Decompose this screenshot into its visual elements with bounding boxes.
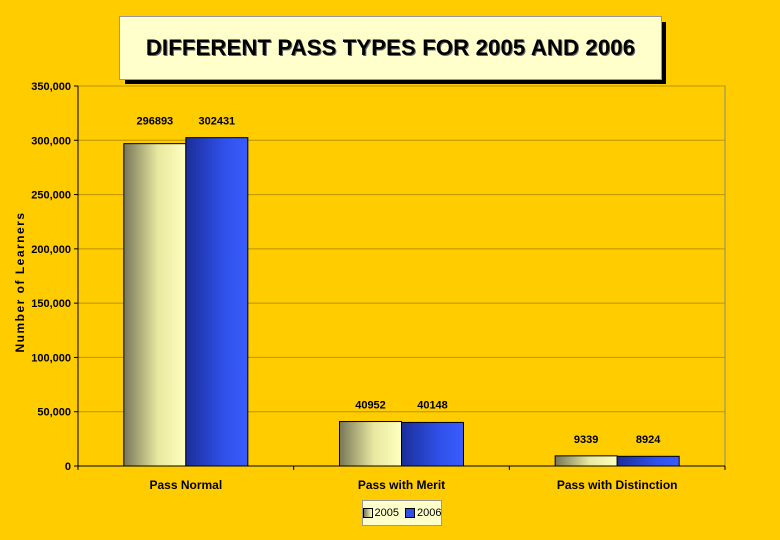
data-label-2005-0: 296893 xyxy=(136,116,173,128)
data-label-2006-1: 40148 xyxy=(417,400,448,412)
y-tick-label: 0 xyxy=(65,461,71,473)
y-tick-label: 300,000 xyxy=(31,135,71,147)
bar-2006-0 xyxy=(185,137,249,467)
y-axis-label: Number of Learners xyxy=(13,211,27,352)
y-tick-label: 150,000 xyxy=(31,298,71,310)
data-label-2005-2: 9339 xyxy=(574,434,598,446)
x-category-label: Pass Normal xyxy=(149,478,222,492)
chart-title: DIFFERENT PASS TYPES FOR 2005 AND 2006 xyxy=(145,35,636,60)
y-tick-label: 250,000 xyxy=(31,190,71,202)
legend-swatch-2006 xyxy=(405,508,415,518)
legend-swatch-2005 xyxy=(362,508,373,518)
legend-item-2006: 2006 xyxy=(405,507,441,519)
legend-item-2005: 2005 xyxy=(362,507,399,519)
y-tick-label: 350,000 xyxy=(31,81,71,93)
legend-label-2005: 2005 xyxy=(374,507,399,519)
chart-legend: 2005 2006 xyxy=(362,500,442,526)
y-tick-label: 200,000 xyxy=(31,244,71,256)
bar-2006-2 xyxy=(616,455,680,467)
x-category-label: Pass with Merit xyxy=(358,478,445,492)
bar-2005-1 xyxy=(339,421,402,467)
bar-2005-0 xyxy=(123,143,187,467)
chart-title-box: DIFFERENT PASS TYPES FOR 2005 AND 2006 xyxy=(119,16,662,80)
y-tick-label: 50,000 xyxy=(37,407,71,419)
data-label-2006-0: 302431 xyxy=(198,116,235,128)
data-label-2006-2: 8924 xyxy=(636,434,661,446)
data-label-2005-1: 40952 xyxy=(355,400,386,412)
bar-2005-2 xyxy=(554,455,618,467)
y-tick-label: 100,000 xyxy=(31,352,71,364)
x-category-label: Pass with Distinction xyxy=(557,478,678,492)
legend-label-2006: 2006 xyxy=(417,507,442,519)
bar-2006-1 xyxy=(401,421,464,467)
